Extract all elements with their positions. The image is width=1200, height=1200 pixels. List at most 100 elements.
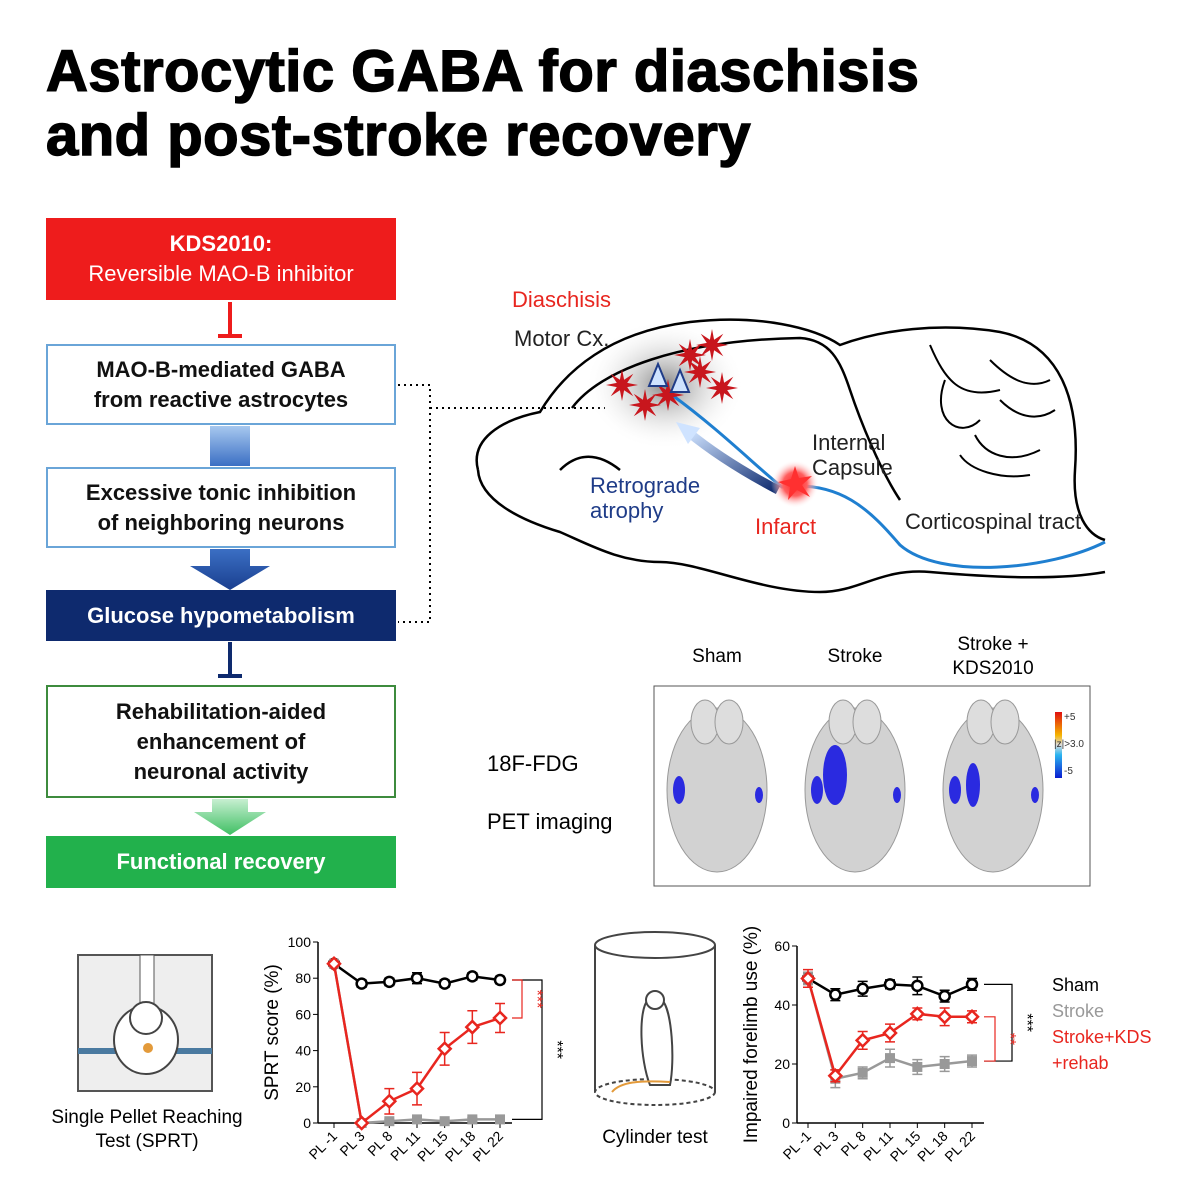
flow-text: KDS2010: (169, 231, 273, 256)
pet-column: Sham (692, 646, 742, 667)
flow-text: enhancement of (136, 728, 306, 754)
point (800, 970, 816, 987)
flow-box: Glucose hypometabolism (46, 590, 396, 641)
x-tick-label: PL 22 (941, 1128, 978, 1165)
significance-bracket (984, 983, 1013, 1062)
title: Astrocytic GABA for diaschisis and post-… (45, 39, 920, 169)
point (882, 1025, 898, 1041)
point (353, 1115, 370, 1131)
neuron (684, 356, 716, 388)
point (410, 971, 424, 985)
title-line: Astrocytic GABA for diaschisis (45, 39, 920, 105)
neuron (696, 329, 728, 361)
flow-text: Rehabilitation-aided (115, 698, 327, 724)
point (911, 979, 924, 993)
scale-label: -5 (1064, 766, 1073, 777)
y-tick-label: 80 (295, 970, 311, 986)
pet-method: 18F-FDG (487, 751, 579, 776)
point (464, 1019, 481, 1035)
point (383, 975, 396, 989)
point (912, 1061, 923, 1072)
pet-blob (949, 776, 961, 804)
point (492, 1010, 508, 1026)
point (438, 977, 451, 990)
point (412, 1114, 422, 1125)
point (495, 1114, 505, 1125)
pet-brain (852, 699, 882, 745)
point (936, 1009, 953, 1025)
flow-box: Functional recovery (46, 836, 396, 888)
point (436, 1041, 453, 1057)
flow-text: Excessive tonic inhibition (85, 479, 357, 505)
neuron (706, 372, 738, 404)
pet-brain (666, 707, 768, 873)
brain-label-line: Capsule (812, 455, 893, 480)
point (939, 1059, 950, 1069)
point (381, 1093, 398, 1110)
neuron (629, 389, 661, 421)
brain-label: Diaschisis (512, 287, 612, 312)
point (883, 978, 897, 991)
y-axis-label: Impaired forelimb use (%) (741, 926, 762, 1144)
flow-text: from reactive astrocytes (93, 386, 349, 412)
point (854, 1032, 871, 1049)
brain-label: Motor Cx. (514, 326, 610, 351)
y-tick-label: 0 (782, 1115, 790, 1131)
brain-label: Retrograde atrophy (590, 473, 700, 523)
flow-text: neuronal activity (133, 758, 309, 784)
pet-brain (714, 699, 744, 745)
point (857, 1067, 868, 1078)
flow-text: Functional recovery (116, 849, 326, 874)
x-tick-label: PL -1 (306, 1128, 341, 1163)
point (493, 973, 507, 987)
flow-connectors (190, 302, 605, 835)
point (355, 977, 368, 990)
scale-label: +5 (1064, 712, 1076, 723)
x-tick-label: PL 15 (887, 1128, 924, 1165)
pet-blob (755, 787, 763, 803)
significance-label: *** (1018, 1013, 1035, 1032)
pyramidal-neuron (647, 361, 669, 387)
x-tick-label: PL 15 (414, 1128, 451, 1165)
point (967, 1056, 977, 1067)
y-tick-label: 100 (288, 934, 312, 950)
point (466, 970, 479, 983)
flow-box: Rehabilitation-aided enhancement of neuron… (46, 685, 396, 798)
y-axis-label: SPRT score (%) (262, 964, 283, 1101)
legend-entry: Sham (1052, 975, 1100, 995)
pet-method: PET imaging (487, 809, 613, 834)
point (326, 955, 342, 972)
point (909, 1006, 926, 1022)
significance-label: ** (1001, 1033, 1018, 1045)
scale-label: |z|>3.0 (1054, 739, 1084, 750)
cylinder-icon (594, 931, 716, 1106)
brain-label: Internal Capsule (812, 430, 893, 480)
pyramidal-neuron (669, 367, 691, 393)
point (938, 989, 951, 1003)
y-tick-label: 40 (295, 1043, 311, 1059)
x-tick-label: PL 18 (442, 1128, 479, 1165)
brain-label-line: Retrograde (590, 473, 701, 498)
pet-brain (990, 699, 1020, 745)
point (856, 982, 869, 996)
pet-blob (811, 776, 823, 804)
point (829, 988, 842, 1001)
legend-entry: Stroke+KDS +rehab (1052, 1027, 1152, 1073)
brain-label: Corticospinal tract (905, 509, 1082, 534)
pet-column: Stroke + KDS2010 (952, 634, 1034, 679)
x-tick-label: PL 22 (469, 1128, 506, 1165)
point (439, 1116, 450, 1127)
title-line: and post-stroke recovery (45, 103, 752, 169)
x-tick-label: PL 3 (336, 1128, 367, 1159)
brain-diagram (475, 318, 1106, 594)
point (827, 1068, 844, 1084)
point (384, 1116, 395, 1127)
y-tick-label: 60 (295, 1006, 311, 1022)
flow-text: of neighboring neurons (97, 509, 345, 535)
point (467, 1114, 478, 1125)
y-tick-label: 20 (774, 1056, 790, 1072)
legend: Sham Stroke Stroke+KDS +rehab (1052, 972, 1162, 1076)
pet-blob (1031, 787, 1039, 803)
